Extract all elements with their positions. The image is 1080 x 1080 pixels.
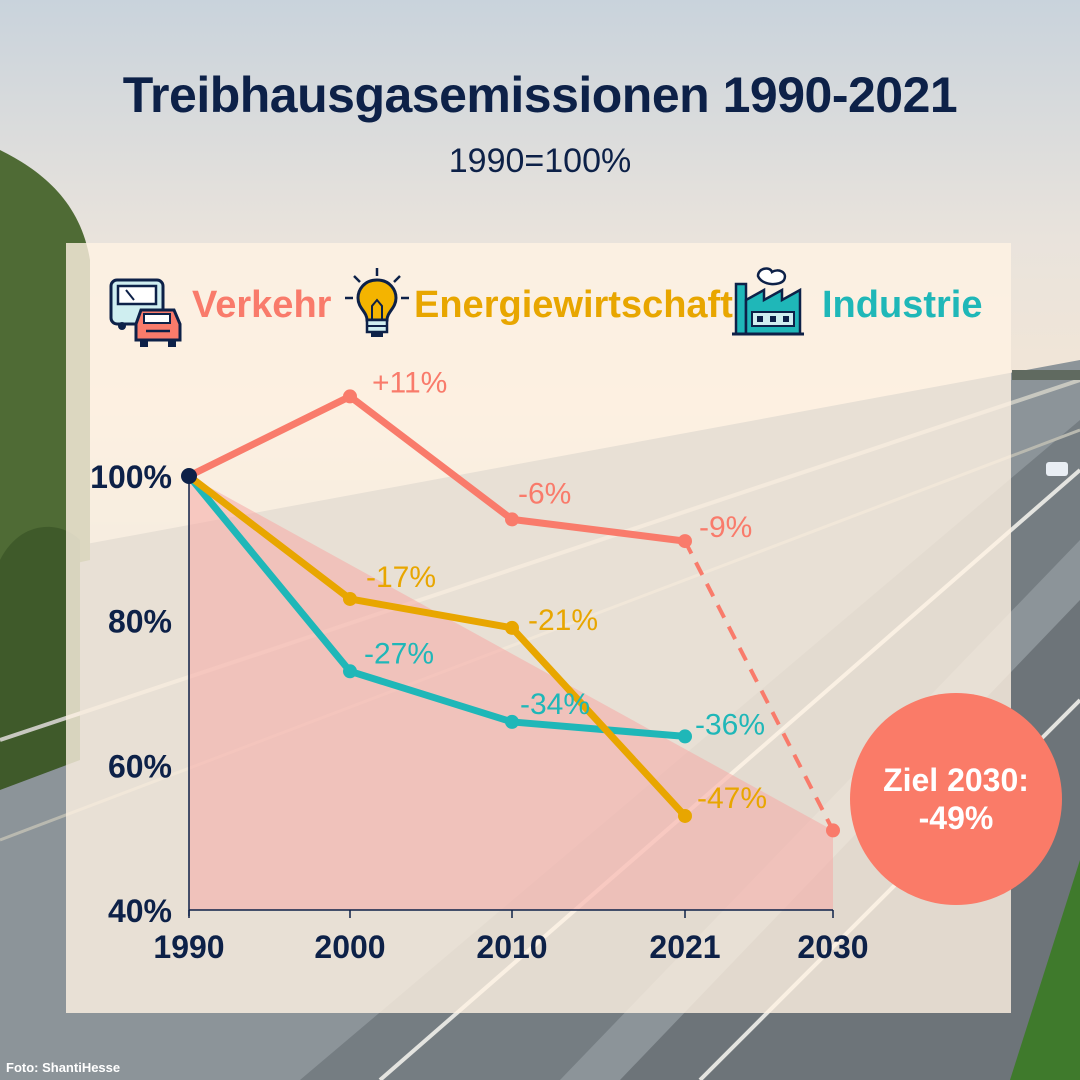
factory-icon bbox=[732, 267, 804, 336]
data-point-industrie-2010 bbox=[505, 714, 519, 729]
data-label-industrie-2021: -36% bbox=[695, 708, 765, 741]
legend-label-verkehr: Verkehr bbox=[192, 284, 332, 326]
data-point-verkehr-2010 bbox=[505, 512, 519, 527]
projection-line-verkehr bbox=[683, 540, 835, 832]
x-tick-label-2000: 2000 bbox=[314, 929, 385, 965]
data-label-verkehr-2000: +11% bbox=[372, 366, 447, 399]
data-label-industrie-2000: -27% bbox=[364, 637, 434, 670]
data-point-energiewirtschaft-2000 bbox=[343, 591, 357, 606]
projection-point-verkehr bbox=[826, 823, 840, 838]
series-line-energiewirtschaft bbox=[185, 472, 689, 820]
y-tick-label-60: 60% bbox=[108, 748, 172, 784]
series-line-industrie bbox=[185, 472, 689, 740]
x-tick-label-1990: 1990 bbox=[153, 929, 224, 965]
photo-credit: Foto: ShantiHesse bbox=[6, 1060, 121, 1075]
lightbulb-icon bbox=[345, 268, 409, 337]
x-tick-label-2010: 2010 bbox=[476, 929, 547, 965]
legend-label-industrie: Industrie bbox=[822, 284, 983, 326]
x-tick-label-2030: 2030 bbox=[797, 929, 868, 965]
legend-label-energiewirtschaft: Energiewirtschaft bbox=[414, 284, 733, 326]
x-tick-label-2021: 2021 bbox=[649, 929, 720, 965]
data-label-energiewirtschaft-2021: -47% bbox=[697, 782, 767, 815]
origin-point bbox=[181, 468, 197, 484]
y-tick-label-100: 100% bbox=[90, 459, 172, 495]
bus-car-icon bbox=[109, 278, 182, 347]
chart-subtitle: 1990=100% bbox=[448, 142, 632, 180]
chart-title: Treibhausgasemissionen 1990-2021 bbox=[122, 67, 958, 123]
y-tick-label-80: 80% bbox=[108, 604, 172, 640]
data-label-industrie-2010: -34% bbox=[520, 688, 590, 721]
goal-line-1: Ziel 2030: bbox=[883, 761, 1029, 798]
data-label-energiewirtschaft-2000: -17% bbox=[366, 561, 436, 594]
y-tick-label-40: 40% bbox=[108, 893, 172, 929]
goal-2030-badge: Ziel 2030: -49% bbox=[850, 693, 1062, 905]
data-label-verkehr-2021: -9% bbox=[699, 511, 752, 544]
data-point-industrie-2000 bbox=[343, 664, 357, 679]
data-point-verkehr-2021 bbox=[678, 534, 692, 549]
data-label-verkehr-2010: -6% bbox=[518, 477, 571, 510]
data-point-energiewirtschaft-2010 bbox=[505, 620, 519, 635]
data-point-industrie-2021 bbox=[678, 729, 692, 744]
goal-line-2: -49% bbox=[918, 800, 994, 836]
data-point-verkehr-2000 bbox=[343, 389, 357, 404]
data-point-energiewirtschaft-2021 bbox=[678, 808, 692, 823]
series-line-verkehr bbox=[185, 392, 689, 545]
data-label-energiewirtschaft-2010: -21% bbox=[528, 604, 598, 637]
